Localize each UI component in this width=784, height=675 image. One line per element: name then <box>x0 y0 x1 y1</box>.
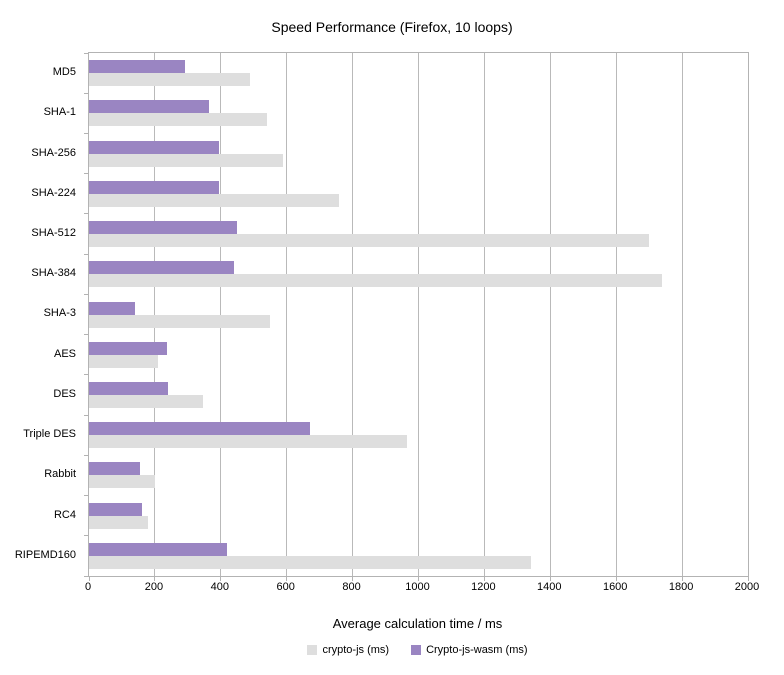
category-label-des: DES <box>53 387 76 400</box>
x-tick-mark-2000 <box>747 577 749 581</box>
x-tick-mark-0 <box>88 577 90 581</box>
bar-crypto-js-wasm-ms--sha-3 <box>89 301 136 315</box>
y-tick-mark-9 <box>84 414 88 416</box>
x-tick-label-1200: 1200 <box>471 581 496 593</box>
bar-crypto-js-ms--rabbit <box>89 475 155 489</box>
legend-item-crypto-js-wasm: Crypto-js-wasm (ms) <box>411 644 528 656</box>
y-tick-mark-2 <box>84 132 88 134</box>
bar-crypto-js-ms--des <box>89 394 203 408</box>
category-label-sha-384: SHA-384 <box>31 267 76 280</box>
x-tick-label-1600: 1600 <box>602 581 628 593</box>
x-tick-label-1800: 1800 <box>668 581 694 593</box>
bar-crypto-js-ms--md5 <box>89 73 251 87</box>
chart-title: Speed Performance (Firefox, 10 loops) <box>271 19 513 35</box>
legend-label-crypto-js: crypto-js (ms) <box>322 644 390 656</box>
y-tick-mark-8 <box>84 374 88 376</box>
legend-swatch-crypto-js <box>307 645 318 655</box>
legend: crypto-js (ms) Crypto-js-wasm (ms) <box>88 644 747 656</box>
bar-crypto-js-wasm-ms--sha-256 <box>89 140 220 154</box>
x-tick-mark-600 <box>286 577 288 581</box>
bar-crypto-js-ms--ripemd160 <box>89 555 531 569</box>
gridline-1800 <box>681 53 683 576</box>
bar-crypto-js-ms--sha-1 <box>89 113 267 127</box>
bar-crypto-js-wasm-ms--rc4 <box>89 502 142 516</box>
gridline-1000 <box>418 53 419 576</box>
bar-crypto-js-wasm-ms--ripemd160 <box>89 542 228 556</box>
legend-swatch-crypto-js-wasm <box>411 645 422 655</box>
legend-item-crypto-js: crypto-js (ms) <box>307 644 389 656</box>
x-tick-mark-200 <box>154 577 156 581</box>
category-label-sha-256: SHA-256 <box>31 146 76 159</box>
gridline-600 <box>286 53 288 576</box>
category-label-rabbit: Rabbit <box>44 468 76 481</box>
category-label-sha-3: SHA-3 <box>43 307 76 320</box>
category-label-sha-1: SHA-1 <box>43 106 76 119</box>
y-tick-mark-7 <box>84 334 88 336</box>
gridline-1200 <box>483 53 485 576</box>
y-tick-mark-12 <box>84 535 88 537</box>
y-tick-mark-13 <box>84 575 88 577</box>
bar-crypto-js-ms--aes <box>89 354 159 368</box>
category-label-sha-512: SHA-512 <box>31 227 76 240</box>
x-tick-mark-400 <box>220 577 222 581</box>
bar-crypto-js-wasm-ms--sha-512 <box>89 221 238 235</box>
y-tick-mark-11 <box>84 495 88 497</box>
y-tick-mark-1 <box>84 92 88 94</box>
bar-crypto-js-ms--sha-3 <box>89 314 271 328</box>
bar-crypto-js-wasm-ms--sha-384 <box>89 261 234 275</box>
x-tick-mark-1800 <box>681 577 683 581</box>
x-axis-tick-labels: 0 200 400 600 800 1000 1200 1400 1600 1800 2000 <box>84 581 759 595</box>
y-tick-mark-4 <box>84 213 88 215</box>
x-tick-label-2000: 2000 <box>734 581 760 593</box>
bar-crypto-js-wasm-ms--md5 <box>89 60 185 74</box>
y-tick-mark-10 <box>84 454 88 456</box>
bar-crypto-js-ms--sha-384 <box>89 274 663 288</box>
bar-crypto-js-wasm-ms--sha-224 <box>89 180 220 194</box>
category-label-aes: AES <box>53 347 76 360</box>
x-tick-label-800: 800 <box>342 581 361 593</box>
x-tick-mark-1200 <box>483 577 485 581</box>
bar-crypto-js-wasm-ms--des <box>89 381 169 395</box>
gridline-1400 <box>549 53 551 576</box>
bar-crypto-js-ms--sha-512 <box>89 234 650 248</box>
category-label-rc4: RC4 <box>53 508 76 521</box>
y-tick-mark-0 <box>84 52 88 54</box>
x-tick-mark-1400 <box>549 577 551 581</box>
category-label-triple-des: Triple DES <box>23 428 76 441</box>
bar-crypto-js-wasm-ms--rabbit <box>89 462 141 476</box>
bar-crypto-js-wasm-ms--aes <box>89 341 168 355</box>
y-axis-category-labels: MD5 SHA-1 SHA-256 SHA-224 SHA-512 SHA-384 SHA-… <box>0 52 80 575</box>
category-label-sha-224: SHA-224 <box>31 186 76 199</box>
x-axis-title: Average calculation time / ms <box>332 616 503 631</box>
bar-crypto-js-wasm-ms--triple-des <box>89 422 310 436</box>
gridline-800 <box>352 53 354 576</box>
category-label-md5: MD5 <box>52 66 76 79</box>
y-tick-mark-6 <box>84 293 88 295</box>
gridline-1600 <box>615 53 617 576</box>
x-tick-label-1400: 1400 <box>537 581 562 593</box>
y-tick-mark-3 <box>84 173 88 175</box>
x-tick-label-200: 200 <box>144 581 164 593</box>
x-tick-mark-1000 <box>418 577 419 581</box>
plot-area <box>84 52 749 581</box>
bar-crypto-js-wasm-ms--sha-1 <box>89 100 210 114</box>
x-tick-label-400: 400 <box>210 581 229 593</box>
bar-crypto-js-ms--rc4 <box>89 515 149 529</box>
x-tick-label-600: 600 <box>276 581 295 593</box>
bar-crypto-js-ms--triple-des <box>89 435 407 449</box>
x-tick-label-1000: 1000 <box>405 581 430 593</box>
bar-crypto-js-ms--sha-224 <box>89 193 340 207</box>
x-tick-mark-1600 <box>615 577 617 581</box>
bar-crypto-js-ms--sha-256 <box>89 153 284 167</box>
y-tick-mark-5 <box>84 253 88 255</box>
x-tick-mark-800 <box>352 577 354 581</box>
legend-label-crypto-js-wasm: Crypto-js-wasm (ms) <box>426 644 528 656</box>
category-label-ripemd160: RIPEMD160 <box>14 548 76 561</box>
x-tick-label-0: 0 <box>84 581 92 593</box>
